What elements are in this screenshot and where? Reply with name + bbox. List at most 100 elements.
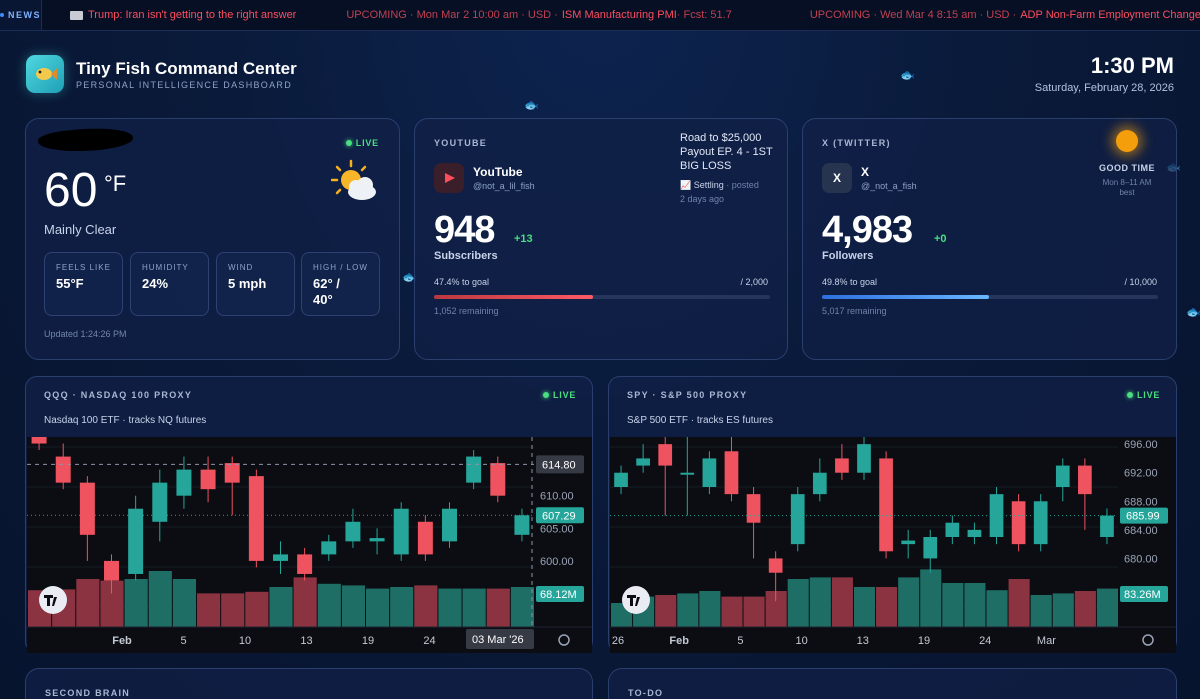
- candlestick-chart: 696.00 692.00 688.00 684.00 680.00 685.99 83.2…: [610, 437, 1176, 653]
- volume-bar: [510, 587, 534, 627]
- volume-bar: [809, 577, 831, 627]
- ticker-item-event[interactable]: UPCOMING · Wed Mar 4 8:15 am · USD · ADP…: [809, 9, 1200, 21]
- tradingview-mark-icon: [44, 595, 57, 606]
- candle-body: [104, 560, 119, 581]
- volume-bar: [964, 583, 986, 627]
- volume-bar: [787, 579, 809, 627]
- candle-body: [176, 469, 192, 496]
- volume-bar: [221, 593, 245, 627]
- candle-body: [1033, 501, 1048, 545]
- candle-body: [790, 494, 805, 545]
- volume-bar: [390, 587, 414, 627]
- ticker-item-event[interactable]: UPCOMING · Mon Mar 2 10:00 am · USD · IS…: [346, 9, 732, 21]
- weather-card: LIVE 60 °F Mainly Clear FEELS LIKE 55°F H…: [25, 118, 400, 360]
- last-price-label: 685.99: [1126, 511, 1160, 523]
- settings-gear-icon: [1142, 634, 1154, 646]
- goal-remaining: 1,052 remaining: [434, 306, 499, 316]
- last-price-label: 607.29: [542, 510, 576, 522]
- card-label: SECOND BRAIN: [45, 688, 131, 698]
- youtube-icon: [434, 163, 464, 193]
- stat-high-low: HIGH / LOW 62° / 40°: [301, 252, 380, 316]
- crosshair-date-badge: [466, 629, 534, 649]
- y-tick-label: 610.00: [540, 491, 574, 503]
- live-badge: LIVE: [543, 390, 576, 400]
- volume-label: 68.12M: [540, 589, 577, 601]
- spy-chart[interactable]: 696.00 692.00 688.00 684.00 680.00 685.99 83.2…: [610, 437, 1176, 653]
- tradingview-mark-icon: [627, 595, 640, 606]
- subscriber-delta: +13: [514, 233, 533, 245]
- price-axis: [1118, 437, 1176, 653]
- todo-card[interactable]: TO-DO: [608, 668, 1177, 699]
- candle-body: [857, 444, 871, 473]
- volume-bar: [124, 579, 148, 627]
- y-tick-label: 600.00: [540, 556, 574, 568]
- candle-body: [1011, 501, 1026, 545]
- spy-description: S&P 500 ETF · tracks ES futures: [627, 415, 773, 426]
- volume-bar: [677, 593, 699, 627]
- candle-body: [442, 508, 457, 542]
- partly-sunny-icon: [331, 159, 376, 200]
- volume-bar: [366, 588, 390, 627]
- volume-bar: [197, 593, 221, 627]
- volume-bar: [699, 591, 721, 627]
- temperature: 60: [44, 164, 98, 217]
- qqq-chart[interactable]: 614.80610.00605.00600.00607.2968.12M614.…: [27, 437, 592, 653]
- crosshair-date-label: 03 Mar '26: [472, 634, 524, 646]
- candle-body: [466, 456, 482, 483]
- volume-bar: [920, 569, 942, 627]
- y-tick-label: 680.00: [1124, 553, 1158, 565]
- volume-bar: [986, 590, 1008, 627]
- latest-video-meta: 📈 Settling · posted: [680, 180, 759, 190]
- candle-body: [128, 508, 144, 574]
- volume-bar: [831, 577, 853, 627]
- candle-body: [1078, 465, 1092, 495]
- fish-decoration-icon: 🐟: [402, 270, 417, 284]
- candle-body: [901, 540, 916, 545]
- app-title: Tiny Fish Command Center: [76, 59, 297, 78]
- volume-bar: [876, 587, 898, 627]
- goal-percent: 47.4% to goal: [434, 277, 490, 287]
- platform-name: X: [861, 165, 870, 179]
- sun-icon: [1116, 130, 1138, 152]
- fish-decoration-icon: 🐟: [900, 68, 915, 82]
- stat-wind: WIND 5 mph: [216, 252, 295, 316]
- follower-count: 4,983: [822, 209, 913, 251]
- candle-body: [273, 554, 288, 561]
- goal-percent: 49.8% to goal: [822, 277, 878, 287]
- candle-body: [417, 521, 433, 555]
- live-badge: LIVE: [1127, 390, 1160, 400]
- candle-body: [31, 437, 47, 444]
- youtube-card[interactable]: YOUTUBE YouTube @not_a_lil_fish Road to …: [414, 118, 788, 360]
- latest-video-title[interactable]: Road to $25,000 Payout EP. 4 - 1ST BIG L…: [680, 132, 773, 172]
- candle-body: [967, 529, 982, 537]
- chart-trend-icon: 📈: [680, 180, 692, 190]
- twitter-card[interactable]: X (TWITTER) GOOD TIME Mon 8–11 AM best X…: [802, 118, 1177, 360]
- volume-bar: [765, 591, 787, 627]
- volume-bar: [269, 587, 293, 627]
- candle-body: [79, 482, 95, 535]
- app-subtitle: PERSONAL INTELLIGENCE DASHBOARD: [76, 80, 293, 90]
- candle-body: [768, 558, 783, 573]
- weather-condition: Mainly Clear: [44, 222, 117, 237]
- candle-body: [812, 472, 827, 495]
- follower-delta: +0: [934, 233, 947, 245]
- second-brain-card[interactable]: SECOND BRAIN: [25, 668, 593, 699]
- volume-badge: [1120, 586, 1168, 602]
- x-tick-label: 26: [612, 635, 624, 647]
- candle-body: [636, 458, 650, 466]
- spy-title: SPY · S&P 500 PROXY: [627, 390, 748, 400]
- candle-body: [658, 444, 673, 466]
- volume-bar: [1074, 591, 1096, 627]
- platform-handle: @not_a_lil_fish: [473, 181, 535, 191]
- candle-body: [835, 458, 849, 473]
- x-tick-label: 19: [918, 635, 930, 647]
- candle-body: [1100, 515, 1114, 537]
- y-tick-label: 684.00: [1124, 525, 1158, 537]
- ticker-item-headline[interactable]: Trump: Iran isn't getting to the right a…: [70, 9, 296, 21]
- candle-body: [614, 472, 628, 487]
- live-badge: LIVE: [345, 138, 379, 148]
- subscriber-count: 948: [434, 209, 495, 251]
- candle-body: [393, 508, 409, 555]
- volume-bar: [148, 571, 172, 627]
- tradingview-logo-icon: [622, 586, 650, 614]
